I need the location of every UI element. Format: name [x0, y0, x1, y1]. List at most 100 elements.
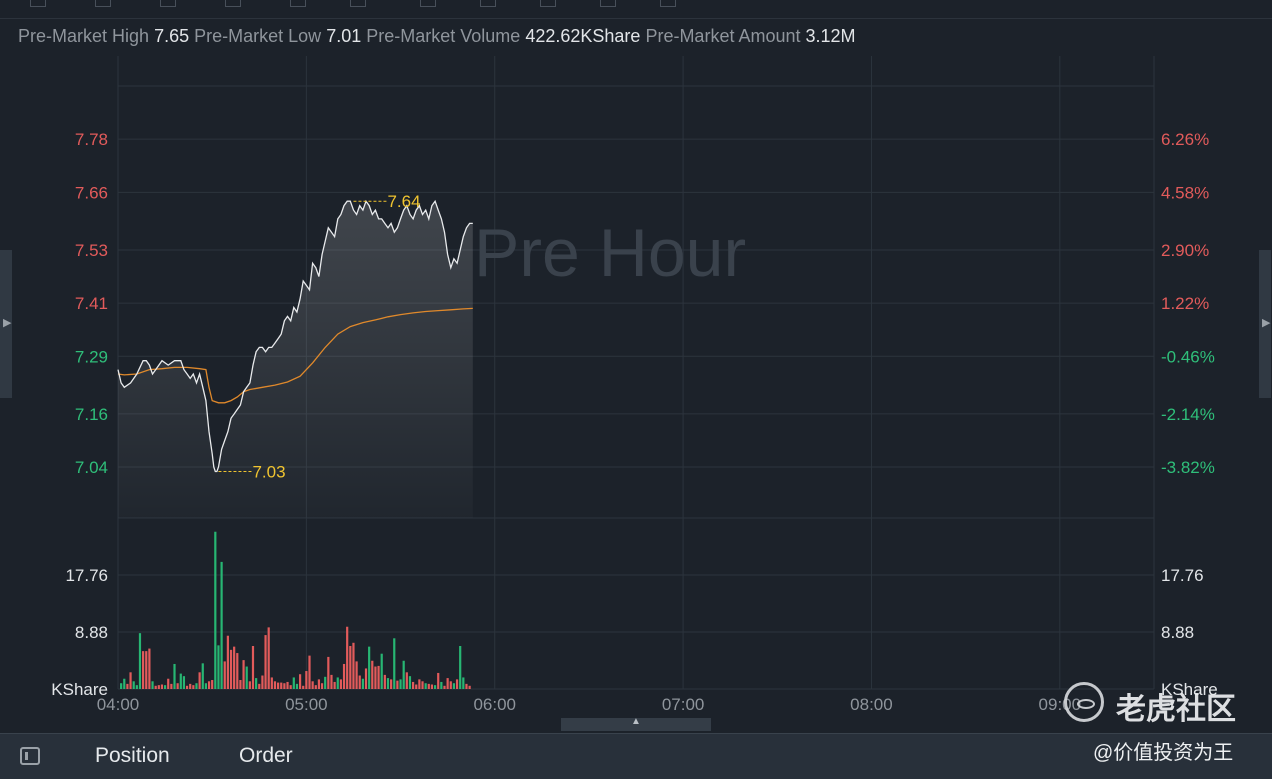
volume-bar [280, 682, 283, 689]
toolbar-icon[interactable] [540, 0, 556, 7]
volume-bar [455, 679, 459, 689]
volume-unit-label: KShare [51, 680, 108, 699]
chevron-right-icon: ▶ [1262, 317, 1271, 329]
volume-bar [352, 642, 355, 689]
volume-bar [255, 678, 258, 689]
price-tick-label: 7.41 [75, 294, 108, 313]
toolbar-icon[interactable] [660, 0, 676, 7]
toolbar-icon[interactable] [160, 0, 176, 7]
volume-bar [120, 683, 123, 689]
time-tick-label: 07:00 [662, 695, 705, 714]
right-panel-handle[interactable]: ▶ [1259, 250, 1271, 398]
toolbar-icon[interactable] [290, 0, 306, 7]
volume-bar [223, 661, 226, 689]
toolbar-icon[interactable] [420, 0, 436, 7]
volume-bar [452, 683, 456, 689]
high-marker-label: 7.64 [387, 192, 420, 211]
volume-bar [427, 683, 430, 689]
stat-value: 422.62KShare [525, 26, 641, 46]
volume-bar [317, 679, 321, 689]
volume-bar [160, 684, 164, 689]
percent-tick-label: 1.22% [1161, 294, 1209, 313]
volume-bar [198, 672, 201, 689]
volume-bar [390, 679, 393, 689]
tiger-logo-icon [1064, 682, 1104, 722]
volume-bar [248, 681, 251, 689]
price-line [117, 199, 473, 473]
volume-bar [135, 685, 138, 689]
price-tick-label: 7.66 [75, 183, 108, 202]
volume-bar [415, 684, 418, 689]
volume-bar [424, 683, 427, 689]
volume-tick-label: 17.76 [1161, 566, 1204, 585]
volume-bar [242, 660, 245, 689]
volume-bar [204, 683, 208, 689]
tab-position[interactable]: Position [95, 744, 170, 767]
volume-bar [176, 683, 179, 689]
volume-bar [289, 685, 292, 689]
price-tick-label: 7.29 [75, 347, 108, 366]
volume-bar [182, 676, 186, 689]
volume-bar [462, 677, 465, 689]
toolbar-icon[interactable] [480, 0, 496, 7]
volume-bar [330, 674, 333, 689]
volume-bar [371, 660, 374, 689]
panel-toggle-icon[interactable] [20, 747, 40, 765]
volume-bar [251, 645, 255, 689]
volume-bar [123, 678, 126, 689]
volume-bar [468, 685, 471, 689]
volume-bar [261, 675, 264, 689]
volume-bar [327, 656, 330, 689]
volume-bar [380, 653, 383, 689]
volume-bar [377, 665, 380, 689]
tab-order[interactable]: Order [239, 744, 293, 767]
volume-bar [430, 684, 434, 689]
toolbar-icon[interactable] [30, 0, 46, 7]
volume-bar [295, 683, 299, 689]
expand-panel-tab[interactable]: ▲ [561, 716, 711, 731]
toolbar-icon[interactable] [600, 0, 616, 7]
price-tick-label: 7.16 [75, 405, 108, 424]
volume-bar [201, 663, 204, 689]
top-toolbar [0, 0, 1272, 19]
volume-tick-label: 8.88 [75, 623, 108, 642]
volume-bar [264, 635, 267, 689]
volume-bar [132, 681, 135, 689]
stat-label: Pre-Market Amount [645, 26, 801, 46]
volume-bar [189, 683, 192, 689]
volume-bar [258, 683, 261, 689]
volume-bar [167, 678, 170, 689]
percent-tick-label: -0.46% [1161, 347, 1215, 366]
volume-bar [292, 677, 295, 689]
volume-bar [324, 676, 327, 689]
volume-bar [211, 680, 214, 689]
toolbar-icon[interactable] [95, 0, 111, 7]
volume-bar [170, 683, 173, 689]
volume-bar [349, 645, 352, 689]
volume-bar [446, 678, 449, 689]
volume-bar [440, 681, 443, 689]
volume-bar [179, 673, 182, 689]
toolbar-icon[interactable] [225, 0, 241, 7]
volume-bar [142, 651, 145, 689]
time-tick-label: 06:00 [473, 695, 516, 714]
volume-bar [298, 674, 302, 689]
price-area [118, 201, 473, 518]
stat-value: 7.65 [154, 26, 190, 46]
volume-bar [405, 672, 408, 689]
intraday-chart[interactable]: Pre Hour 7.64 7.03 7.78 6.26% 7.66 4.58% 7.53… [0, 0, 1272, 733]
volume-bar [214, 531, 217, 689]
volume-bar [421, 681, 424, 689]
toolbar-icon[interactable] [350, 0, 366, 7]
volume-tick-label: 8.88 [1161, 623, 1194, 642]
volume-bar [220, 561, 223, 689]
volume-bar [273, 681, 277, 689]
volume-bar [311, 681, 314, 689]
percent-tick-label: 4.58% [1161, 183, 1209, 202]
volume-bar [302, 685, 305, 689]
left-panel-handle[interactable]: ▶ [0, 250, 12, 398]
volume-bar [308, 655, 311, 689]
volume-bar [418, 679, 421, 689]
percent-tick-label: -2.14% [1161, 405, 1215, 424]
volume-bar [283, 683, 286, 689]
